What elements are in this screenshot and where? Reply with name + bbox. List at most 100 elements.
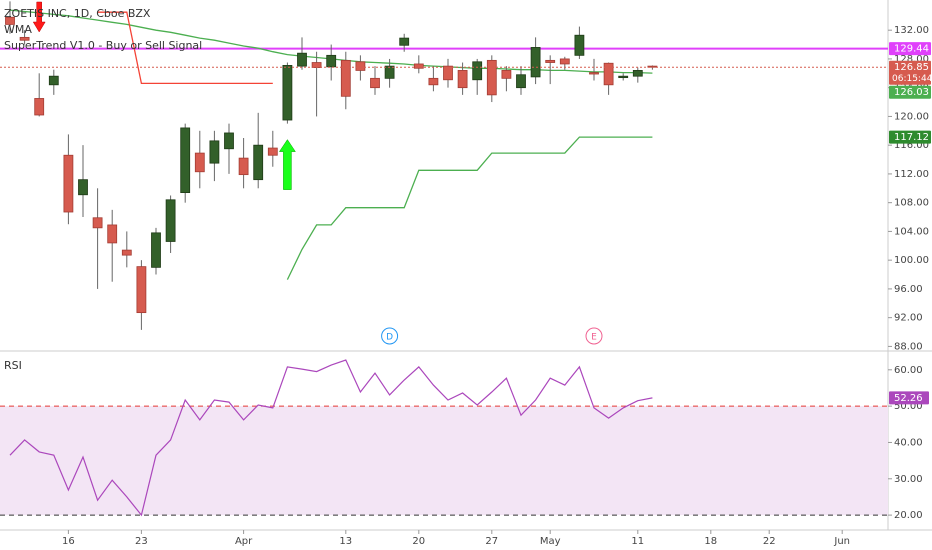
y-tick-label: 96.00	[894, 284, 923, 295]
candle-body	[165, 199, 176, 242]
rsi-band	[0, 406, 888, 516]
event-marker	[585, 327, 603, 345]
supertrend-down	[97, 11, 273, 85]
rsi-value-tag	[889, 391, 929, 405]
y-tick-label: 92.00	[894, 313, 923, 324]
x-tick-label: 16	[62, 536, 75, 547]
candle-body	[253, 144, 264, 181]
rsi-pane	[0, 359, 888, 517]
y-tick-label: 60.00	[894, 365, 923, 376]
rsi-line	[9, 359, 653, 517]
candle-body	[632, 70, 643, 77]
price-tag-label: 126.03	[894, 87, 929, 98]
candle-body	[326, 54, 337, 68]
candle-body	[589, 72, 599, 75]
candle-body	[559, 58, 570, 65]
axes: 88.00 92.00 96.00 100.00 104.00 108.00 112.00 1…	[62, 25, 932, 547]
candle-body	[121, 249, 132, 256]
price-tag-label: 126.85	[894, 62, 929, 73]
price-tag-label: 117.12	[894, 132, 929, 143]
y-tick-label: 116.00	[894, 140, 929, 151]
rsi-value-label: 52.26	[894, 393, 923, 404]
candle-body	[224, 132, 234, 150]
y-tick-label: 112.00	[894, 169, 929, 180]
y-tick-label: 104.00	[894, 226, 929, 237]
supertrend-up	[286, 136, 653, 280]
candle-body	[384, 65, 395, 79]
candle-body	[63, 154, 74, 213]
candle-body	[370, 77, 380, 89]
candle-body	[19, 36, 30, 41]
price-tag-label: 129.44	[894, 44, 929, 55]
candle-body	[457, 70, 468, 89]
candle-body	[92, 217, 103, 229]
countdown: 06:15:44	[892, 74, 932, 84]
candle-body	[151, 232, 161, 268]
candle-body	[413, 63, 424, 69]
candle-body	[180, 127, 191, 194]
candle-body	[107, 224, 118, 244]
candle-body	[399, 37, 410, 46]
sell-arrow	[32, 1, 46, 33]
candle-body	[443, 65, 453, 81]
candle-body	[545, 59, 556, 63]
x-tick-label: 27	[485, 536, 498, 547]
candle-body	[194, 152, 205, 173]
x-tick-label: 11	[631, 536, 644, 547]
y-tick-label: 20.00	[894, 510, 923, 521]
candle-body	[501, 70, 512, 79]
candle-body	[574, 34, 585, 56]
candle-body	[530, 47, 541, 78]
price-tag	[889, 130, 931, 144]
x-tick-label: Jun	[833, 536, 850, 547]
x-tick-label: Apr	[235, 536, 253, 547]
y-tick-label: 100.00	[894, 255, 929, 266]
candle-body	[472, 61, 483, 81]
buy-arrow	[278, 139, 296, 190]
candle-body	[603, 62, 614, 86]
candle-body	[297, 52, 307, 67]
event-marker	[381, 327, 399, 345]
y-tick-label: 128.00	[894, 54, 929, 65]
price-tag	[889, 42, 931, 56]
event-label: E	[591, 333, 597, 343]
candle-body	[136, 266, 147, 314]
x-tick-label: 18	[704, 536, 717, 547]
candle-body	[78, 179, 88, 196]
x-tick-label: 13	[339, 536, 352, 547]
y-tick-label: 40.00	[894, 437, 923, 448]
x-tick-label: 23	[135, 536, 148, 547]
price-tag	[889, 85, 931, 99]
y-tick-label: 50.00	[894, 401, 923, 412]
legend-entry: SuperTrend V1.0 - Buy or Sell Signal	[4, 39, 202, 52]
y-tick-label: 108.00	[894, 198, 929, 209]
candle-body	[267, 147, 278, 156]
y-tick-label: 120.00	[894, 111, 929, 122]
legend-entry: WMA	[4, 23, 32, 36]
candle-body	[618, 75, 629, 79]
chart-title: ZOETIS INC, 1D, Cboe BZX	[4, 7, 151, 20]
candle-body	[486, 59, 497, 96]
candle-body	[209, 140, 220, 164]
candle-body	[282, 65, 293, 121]
y-tick-label: 132.00	[894, 25, 929, 36]
candle-body	[516, 74, 526, 89]
y-tick-label: 30.00	[894, 474, 923, 485]
candle-body	[5, 16, 15, 25]
candle-body	[428, 77, 439, 86]
x-tick-label: 22	[763, 536, 776, 547]
candle-body	[340, 59, 351, 97]
candle-body	[355, 61, 366, 71]
x-tick-label: May	[540, 536, 561, 547]
pane-title: RSI	[4, 359, 22, 372]
y-tick-label: 88.00	[894, 341, 923, 352]
x-tick-label: 20	[412, 536, 425, 547]
candle-body	[48, 75, 59, 86]
price-tag	[889, 60, 931, 85]
candle-body	[238, 157, 249, 176]
event-label: D	[386, 333, 393, 343]
candle-body	[34, 98, 45, 116]
